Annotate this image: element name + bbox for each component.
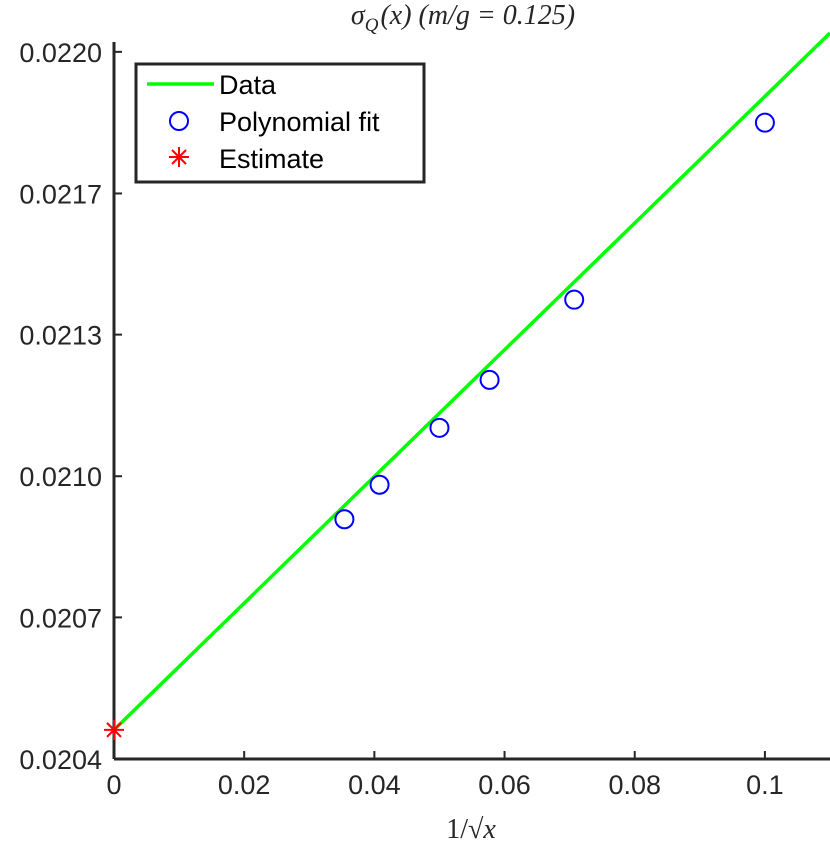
y-tick-label: 0.0210 [19,462,102,492]
title-sigma: σ [351,0,366,31]
plot-area [104,31,830,740]
title-rest: (x) (m/g = 0.125) [380,0,575,31]
legend-swatch-estimate [169,147,189,167]
y-tick-label: 0.0213 [19,321,102,351]
legend-swatch-polynomial-fit [169,111,189,131]
xlabel-numerator: 1/ [446,814,468,845]
polynomial-fit-point [429,417,450,438]
chart-title: σQ(x) (m/g = 0.125) [351,0,575,36]
legend-label-estimate: Estimate [219,144,324,174]
x-ticks: 0 0.02 0.04 0.06 0.08 0.1 [106,751,784,800]
y-tick-label: 0.0207 [19,603,102,633]
polynomial-fit-point [334,509,355,530]
x-tick-label: 0.02 [218,770,271,800]
x-tick-label: 0 [106,770,121,800]
polynomial-fit-point [564,289,585,310]
xlabel-var: x [482,814,496,845]
xlabel-sqrt: √ [468,814,484,845]
y-ticks: 0.0204 0.0207 0.0210 0.0213 0.0217 0.0220 [19,38,122,775]
x-tick-label: 0.06 [478,770,531,800]
polynomial-fit-point [369,474,390,495]
x-tick-label: 0.08 [608,770,661,800]
x-tick-label: 0.04 [348,770,401,800]
estimate-point [104,719,124,740]
y-tick-label: 0.0217 [19,179,102,209]
legend-label-polynomial-fit: Polynomial fit [219,107,380,137]
title-subscript: Q [365,15,379,36]
series-line-data [112,31,830,732]
polynomial-fit-point [754,112,775,133]
x-tick-label: 0.1 [746,770,784,800]
x-axis-label: 1/√x [446,814,496,845]
legend-label-data: Data [219,70,277,100]
y-tick-label: 0.0220 [19,38,102,68]
y-tick-label: 0.0204 [19,745,102,775]
legend: Data Polynomial fit Estimate [134,62,426,184]
polynomial-fit-point [479,369,500,390]
